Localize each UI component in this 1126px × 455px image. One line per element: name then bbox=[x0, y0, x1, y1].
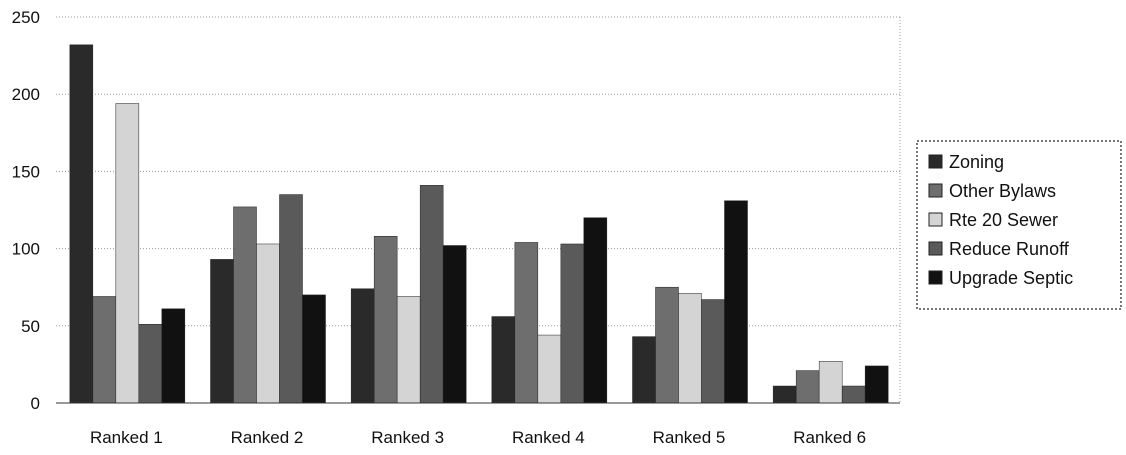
gridlines bbox=[56, 16, 901, 403]
bar-upgrade-septic-1 bbox=[161, 308, 186, 404]
bar-other-bylaws-5 bbox=[655, 286, 679, 404]
legend-label: Other Bylaws bbox=[949, 181, 1056, 201]
y-tick-label: 50 bbox=[21, 317, 40, 336]
legend-label: Reduce Runoff bbox=[949, 239, 1070, 259]
bar-rte-20-sewer-3 bbox=[396, 296, 421, 404]
legend-swatch bbox=[928, 270, 943, 285]
bar-other-bylaws-6 bbox=[795, 370, 820, 404]
x-tick-label: Ranked 1 bbox=[90, 428, 163, 447]
axes: 0 50 100 150 200 250 Ranked 1 Ranked 2 Ranked 3 R… bbox=[12, 8, 900, 447]
bar-reduce-runoff-2 bbox=[279, 194, 303, 404]
bar-rte-20-sewer-2 bbox=[256, 243, 280, 404]
legend-swatch bbox=[928, 154, 943, 169]
bars bbox=[69, 44, 889, 404]
bar-upgrade-septic-3 bbox=[442, 245, 467, 404]
bar-rte-20-sewer-4 bbox=[537, 334, 562, 404]
bar-rte-20-sewer-6 bbox=[818, 361, 843, 404]
bar-other-bylaws-2 bbox=[233, 206, 257, 404]
x-tick-label: Ranked 3 bbox=[371, 428, 444, 447]
bar-reduce-runoff-4 bbox=[560, 243, 585, 404]
legend-swatch bbox=[928, 212, 943, 227]
bar-other-bylaws-3 bbox=[373, 235, 398, 404]
x-tick-label: Ranked 6 bbox=[793, 428, 866, 447]
y-tick-label: 200 bbox=[12, 85, 40, 104]
bar-upgrade-septic-5 bbox=[724, 200, 748, 404]
legend-label: Upgrade Septic bbox=[949, 268, 1073, 288]
legend-box bbox=[916, 140, 1122, 310]
legend: Zoning Other Bylaws Rte 20 Sewer Reduce Run… bbox=[916, 140, 1122, 310]
y-tick-label: 150 bbox=[12, 162, 40, 181]
bar-zoning-4 bbox=[491, 316, 516, 404]
x-tick-label: Ranked 2 bbox=[231, 428, 304, 447]
bar-reduce-runoff-3 bbox=[419, 185, 444, 404]
bar-upgrade-septic-2 bbox=[302, 294, 326, 404]
y-tick-label: 100 bbox=[12, 240, 40, 259]
bar-reduce-runoff-1 bbox=[138, 324, 163, 404]
bar-rte-20-sewer-5 bbox=[678, 293, 702, 404]
bar-zoning-5 bbox=[632, 336, 656, 404]
bar-other-bylaws-4 bbox=[514, 242, 539, 404]
bar-upgrade-septic-6 bbox=[864, 365, 889, 404]
bar-rte-20-sewer-1 bbox=[115, 103, 140, 404]
bar-reduce-runoff-6 bbox=[841, 385, 866, 404]
y-tick-label: 0 bbox=[31, 394, 40, 413]
bar-zoning-1 bbox=[69, 44, 94, 404]
bar-upgrade-septic-4 bbox=[583, 217, 608, 404]
bar-zoning-2 bbox=[210, 259, 234, 404]
bar-zoning-3 bbox=[350, 288, 375, 404]
bar-zoning-6 bbox=[772, 385, 797, 404]
legend-label: Zoning bbox=[949, 152, 1004, 172]
x-tick-label: Ranked 5 bbox=[653, 428, 726, 447]
legend-swatch bbox=[928, 241, 943, 256]
legend-label: Rte 20 Sewer bbox=[949, 210, 1058, 230]
y-tick-label: 250 bbox=[12, 8, 40, 27]
bar-other-bylaws-1 bbox=[92, 296, 117, 404]
x-tick-label: Ranked 4 bbox=[512, 428, 585, 447]
legend-swatch bbox=[928, 183, 943, 198]
bar-reduce-runoff-5 bbox=[701, 299, 725, 404]
